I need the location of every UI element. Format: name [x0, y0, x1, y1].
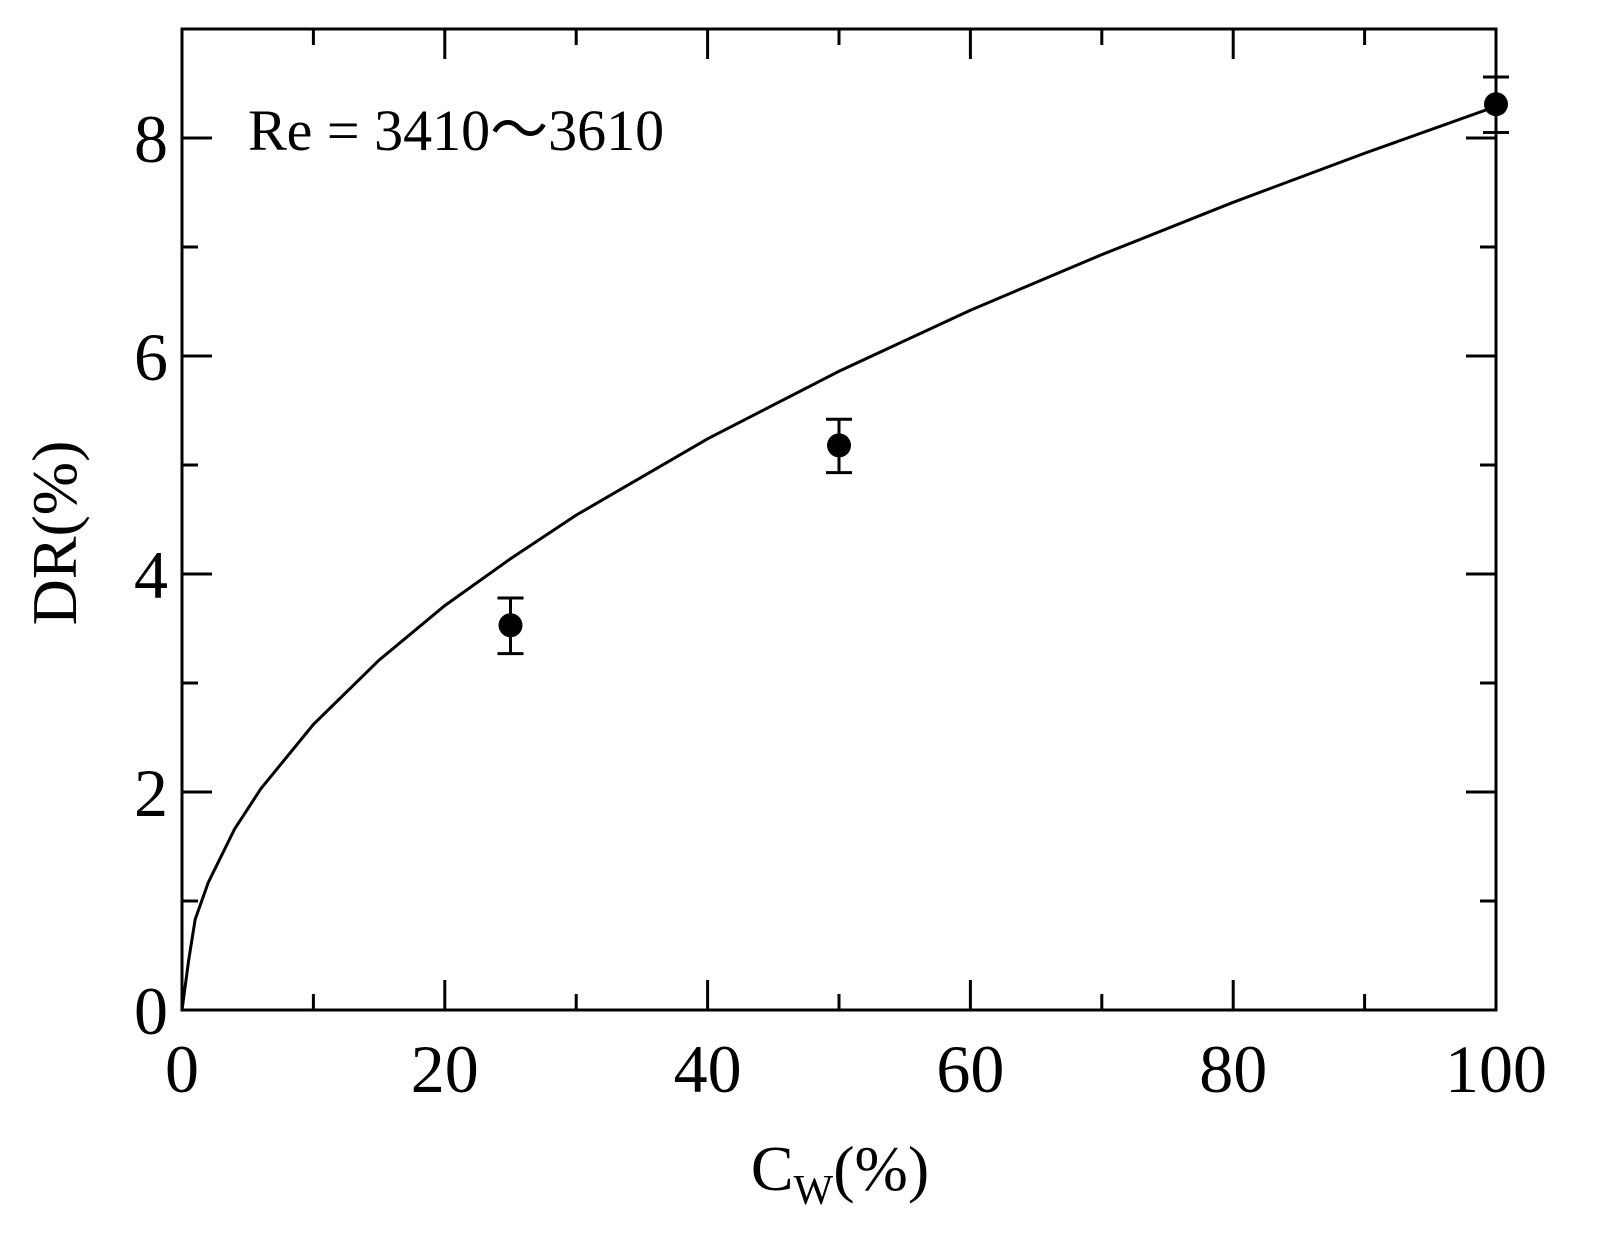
data-markers-layer [498, 92, 1508, 638]
y-tick-label: 2 [134, 755, 168, 831]
fit-curve-layer [180, 104, 1497, 1011]
y-tick-label: 4 [134, 537, 168, 613]
axis-ticks [180, 29, 1498, 1012]
x-axis-title-main: C [751, 1133, 794, 1204]
error-bars-layer [497, 75, 1509, 656]
y-tick-label: 8 [134, 101, 168, 177]
x-axis-title-suffix: (%) [833, 1133, 929, 1204]
x-tick-label: 80 [1199, 1031, 1267, 1107]
x-tick-label: 40 [674, 1031, 742, 1107]
y-tick-label: 0 [134, 973, 168, 1049]
x-axis-title: CW(%) [751, 1133, 929, 1214]
annotation-text: Re = 3410～3610 [248, 98, 664, 163]
x-tick-label: 20 [411, 1031, 479, 1107]
data-point [827, 433, 851, 458]
data-point [498, 613, 523, 638]
x-tick-label: 100 [1445, 1031, 1547, 1107]
x-tick-label: 60 [936, 1031, 1004, 1107]
data-point [1484, 92, 1508, 117]
axis-tick-labels: 0 20 40 60 80 100 0 2 4 6 8 [134, 101, 1547, 1107]
plot-frame [180, 27, 1498, 1012]
x-tick-label: 0 [165, 1031, 199, 1107]
fit-curve [180, 104, 1497, 1011]
x-axis-title-subscript: W [794, 1168, 834, 1214]
y-tick-label: 6 [134, 319, 168, 395]
y-axis-title: DR(%) [19, 441, 90, 626]
